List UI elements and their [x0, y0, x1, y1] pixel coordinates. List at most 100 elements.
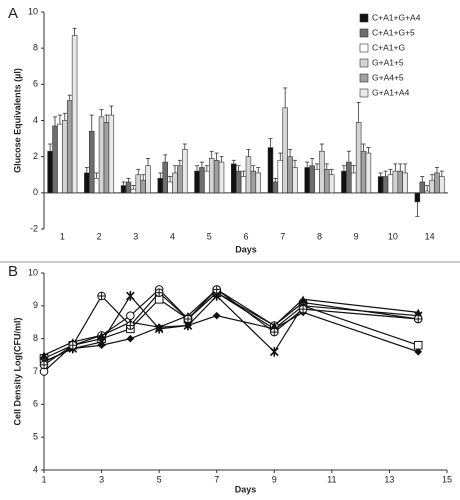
error-bar	[420, 176, 425, 182]
error-bar	[415, 201, 420, 217]
marker	[154, 288, 164, 297]
marker	[183, 314, 193, 324]
bar	[304, 167, 310, 194]
error-bar	[214, 152, 219, 161]
bar	[292, 167, 298, 194]
bar	[319, 150, 325, 194]
error-bar	[199, 161, 204, 168]
bar	[350, 172, 357, 194]
bar	[377, 176, 384, 194]
bar	[157, 178, 164, 194]
bar	[235, 170, 242, 194]
bar	[346, 161, 352, 194]
panel-label: A	[8, 5, 18, 22]
bar	[245, 156, 252, 194]
bar	[314, 169, 320, 194]
legend-swatch	[359, 13, 369, 23]
y-tick-label: 2	[33, 151, 38, 161]
error-bar	[398, 163, 403, 172]
bar	[434, 172, 440, 194]
bar	[52, 125, 58, 194]
bar	[57, 123, 63, 194]
marker	[298, 304, 308, 314]
bar	[182, 149, 188, 194]
bar	[130, 188, 137, 194]
bar	[103, 122, 110, 194]
y-tick-label: 4	[33, 115, 38, 125]
error-bar	[236, 165, 241, 172]
bar	[419, 181, 426, 194]
bar	[231, 163, 237, 194]
error-bar	[283, 87, 288, 108]
error-bar	[99, 109, 104, 117]
error-bar	[62, 112, 67, 121]
bar	[282, 107, 288, 194]
x-tick-label: 1	[41, 474, 46, 484]
legend-label: C+A1+G+5	[372, 27, 415, 37]
x-tick-label: 10	[388, 231, 398, 241]
legend-label: C+A1+G	[372, 42, 405, 52]
error-bar	[388, 168, 393, 175]
marker	[299, 295, 307, 304]
bar	[162, 161, 168, 194]
bar	[98, 116, 105, 194]
error-bar	[89, 114, 94, 132]
bar	[272, 181, 279, 194]
error-bar	[172, 165, 177, 173]
legend-swatch	[359, 43, 369, 53]
bar	[125, 181, 132, 194]
error-bar	[219, 156, 224, 163]
x-tick-label: 2	[97, 231, 102, 241]
bar	[208, 158, 215, 194]
error-bar	[315, 163, 320, 170]
series-line	[43, 288, 419, 372]
legend-label: G+A1+A4	[372, 87, 410, 97]
bar	[172, 172, 178, 194]
error-bar	[146, 158, 151, 166]
error-bar	[126, 177, 131, 182]
x-axis-title: Days	[235, 484, 257, 494]
bar	[140, 179, 146, 194]
bar	[355, 122, 362, 194]
y-tick-label: 10	[28, 6, 38, 16]
bar	[213, 159, 220, 194]
error-bar	[351, 165, 356, 173]
bar	[135, 174, 142, 194]
x-tick-label: 11	[327, 474, 336, 484]
marker	[39, 360, 49, 370]
error-bar	[341, 165, 346, 172]
error-bar	[439, 170, 444, 177]
marker	[125, 291, 135, 301]
x-tick-label: 7	[280, 231, 285, 241]
legend-swatch	[359, 28, 369, 38]
bar	[309, 165, 315, 194]
error-bar	[67, 94, 72, 101]
error-bar	[310, 158, 315, 166]
error-bar	[158, 172, 163, 179]
y-tick-label: -2	[30, 223, 38, 233]
error-bar	[163, 154, 168, 163]
x-tick-label: 9	[354, 231, 359, 241]
x-tick-label: 4	[170, 231, 175, 241]
bar	[62, 120, 68, 194]
x-tick-label: 14	[425, 231, 435, 241]
error-bar	[136, 168, 141, 175]
y-tick-label: 4	[33, 464, 38, 474]
marker	[269, 347, 279, 357]
x-tick-label: 3	[99, 474, 104, 484]
marker	[269, 327, 279, 337]
error-bar	[195, 165, 200, 172]
error-bar	[246, 149, 251, 157]
error-bar	[241, 170, 246, 177]
error-bar	[366, 147, 371, 154]
y-tick-label: 6	[33, 399, 38, 409]
y-tick-label: 10	[28, 267, 38, 277]
error-bar	[393, 163, 398, 172]
bar	[365, 152, 372, 194]
y-tick-label: 7	[33, 366, 38, 376]
x-tick-label: 9	[272, 474, 277, 484]
series-line	[43, 288, 419, 366]
bar	[204, 170, 210, 194]
error-bar	[57, 114, 62, 125]
x-tick-label: 5	[157, 474, 162, 484]
